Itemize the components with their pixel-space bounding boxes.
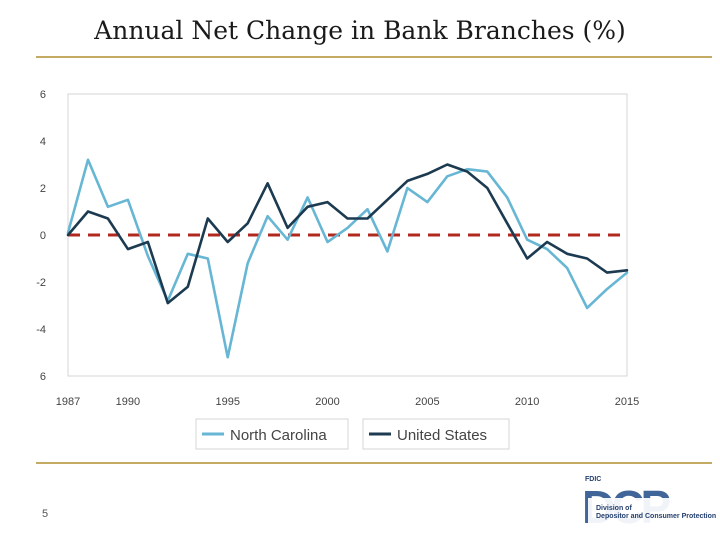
x-tick-label: 2005 — [415, 396, 439, 408]
legend-north-carolina-label: North Carolina — [230, 427, 327, 444]
slide-title: Annual Net Change in Bank Branches (%) — [94, 16, 626, 45]
title-divider — [36, 56, 712, 58]
united-states-line — [66, 163, 629, 305]
legend-united-states-label: United States — [397, 427, 487, 444]
dcp-logo: FDIC DCP Division of Depositor and Consu… — [582, 476, 716, 536]
y-tick-label: 4 — [40, 136, 46, 148]
x-tick-label: 1987 — [56, 396, 80, 408]
logo-line-2: Depositor and Consumer Protection — [596, 513, 717, 520]
line-chart: 6 4 2 0 -2 -4 6 1987 1990 1995 2000 2005 2010 2015 Nor… — [36, 89, 639, 450]
logo-line-1: Division of — [596, 505, 632, 512]
north-carolina-line — [66, 158, 629, 359]
y-tick-label: -2 — [36, 277, 46, 289]
y-tick-label: 0 — [40, 230, 46, 242]
logo-agency: FDIC — [585, 476, 602, 483]
logo-text-box — [588, 498, 706, 530]
footer-divider — [36, 462, 712, 464]
y-tick-label: 2 — [40, 183, 46, 195]
page-number: 5 — [42, 508, 49, 520]
x-tick-label: 1990 — [116, 396, 140, 408]
x-tick-label: 2000 — [315, 396, 339, 408]
x-tick-label: 2010 — [515, 396, 539, 408]
x-tick-label: 1995 — [215, 396, 239, 408]
y-tick-label: 6 — [40, 371, 46, 383]
y-tick-label: -4 — [36, 324, 46, 336]
y-tick-label: 6 — [40, 89, 46, 101]
x-tick-label: 2015 — [615, 396, 639, 408]
